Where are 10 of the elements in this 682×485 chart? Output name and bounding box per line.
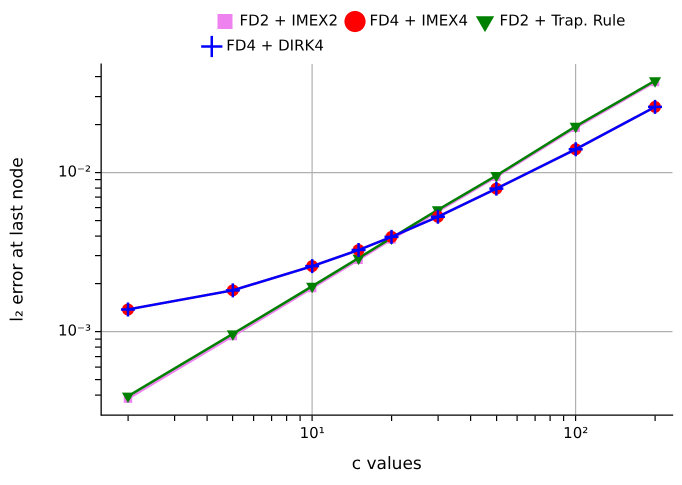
legend-label: FD4 + IMEX4 <box>370 11 468 30</box>
legend-label: FD2 + IMEX2 <box>240 11 338 30</box>
legend-label: FD4 + DIRK4 <box>226 36 324 54</box>
y-axis-title: l₂ error at last node <box>8 157 28 322</box>
legend-label: FD2 + Trap. Rule <box>499 11 626 30</box>
y-tick-label: 10⁻² <box>58 162 91 180</box>
y-tick-label: 10⁻³ <box>58 322 91 340</box>
x-tick-label: 10² <box>563 424 588 442</box>
x-axis-title: c values <box>352 454 422 474</box>
x-tick-label: 10¹ <box>300 424 325 442</box>
